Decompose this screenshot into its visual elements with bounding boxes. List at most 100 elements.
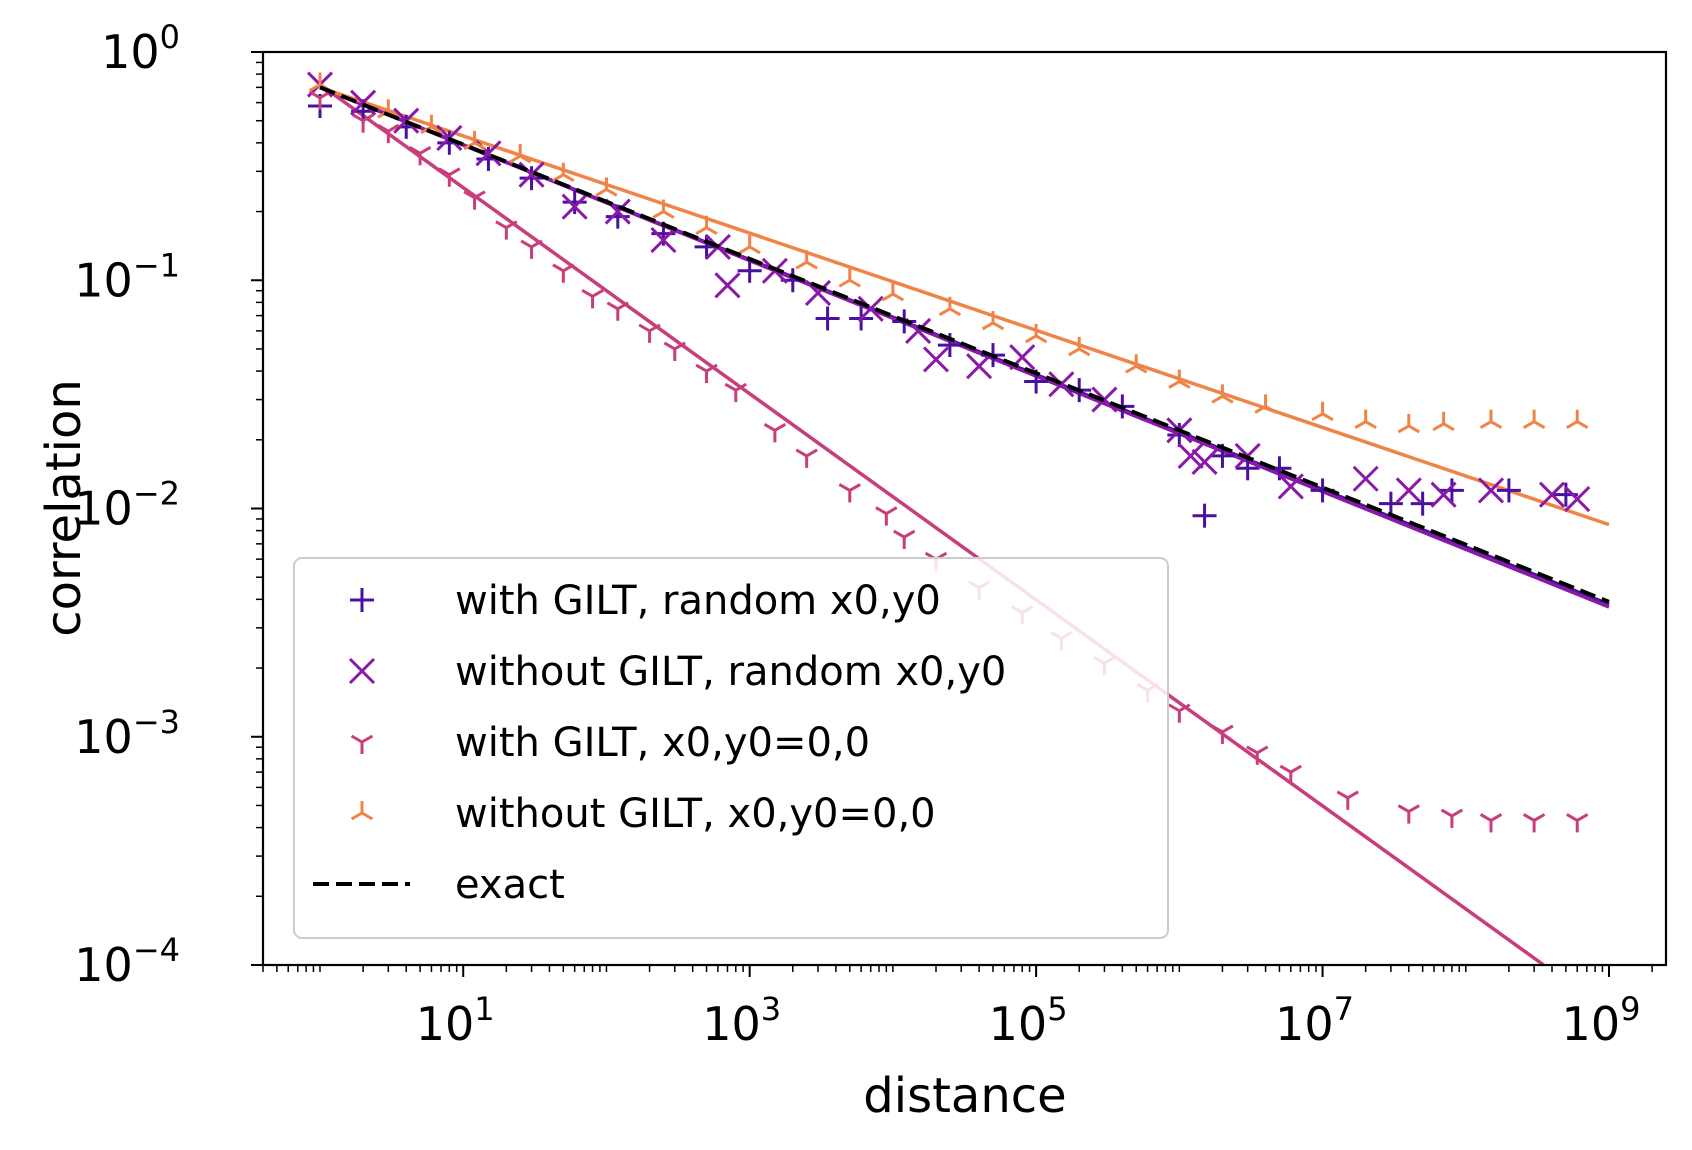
data-point-s3-21 <box>1311 401 1334 422</box>
data-point-s3-2 <box>420 114 443 135</box>
data-point-s0-7 <box>605 204 630 229</box>
data-point-s3-9 <box>738 234 761 255</box>
data-point-s2-29 <box>1279 764 1302 785</box>
data-point-s3-6 <box>595 177 618 197</box>
data-point-s0-28 <box>1439 478 1464 503</box>
data-point-s3-16 <box>1068 336 1091 357</box>
legend-label-2: with GILT, x0,y0=0,0 <box>455 720 870 766</box>
data-point-s2-4 <box>438 167 461 187</box>
data-point-s2-34 <box>1522 813 1546 833</box>
data-point-s2-11 <box>638 323 661 343</box>
data-point-s3-13 <box>938 296 962 317</box>
data-point-s1-19 <box>1091 386 1118 413</box>
data-point-s2-31 <box>1397 804 1420 824</box>
legend-handle-1 <box>348 657 376 685</box>
data-point-s3-15 <box>1024 323 1048 344</box>
fit-line-series-3 <box>319 85 1610 527</box>
data-point-s3-8 <box>695 215 718 235</box>
data-point-s2-10 <box>606 301 629 321</box>
data-point-s1-15 <box>922 346 950 373</box>
data-point-s2-27 <box>1211 724 1234 744</box>
data-point-s3-27 <box>1566 409 1589 430</box>
legend-handle-0 <box>350 588 374 612</box>
data-point-s1-25 <box>1352 465 1379 492</box>
series-layer <box>306 71 1610 967</box>
data-point-s3-18 <box>1168 369 1191 389</box>
legend-box <box>293 557 1169 939</box>
data-point-s2-13 <box>695 363 718 384</box>
data-point-s3-26 <box>1522 409 1546 430</box>
data-point-s2-12 <box>663 341 686 361</box>
exact-line <box>319 85 1610 604</box>
data-point-s1-1 <box>350 89 377 116</box>
x-tick-label-1: 103 <box>702 990 781 1051</box>
data-point-s3-7 <box>652 199 675 219</box>
data-point-s2-15 <box>763 423 787 443</box>
y-tick-label-3: 10−3 <box>74 703 180 764</box>
data-point-s0-12 <box>815 306 840 331</box>
data-point-s2-35 <box>1566 813 1589 833</box>
data-point-s3-17 <box>1125 354 1148 374</box>
y-tick-label-4: 10−4 <box>74 931 180 992</box>
data-point-s3-12 <box>881 282 905 302</box>
data-point-s2-16 <box>795 448 818 468</box>
data-point-s1-29 <box>1538 481 1566 508</box>
data-point-s0-21 <box>1192 503 1217 528</box>
fit-line-series-2 <box>318 83 1545 967</box>
data-point-s1-13 <box>857 295 884 322</box>
legend-label-0: with GILT, random x0,y0 <box>455 578 941 624</box>
data-point-s0-27 <box>1410 491 1435 516</box>
legend-handle-2 <box>350 734 374 754</box>
data-point-s1-28 <box>1477 477 1505 504</box>
data-point-s2-26 <box>1168 703 1191 723</box>
legend-label-1: without GILT, random x0,y0 <box>455 649 1006 695</box>
data-point-s3-22 <box>1354 409 1377 430</box>
y-tick-label-0: 100 <box>101 18 180 79</box>
data-point-s2-28 <box>1246 745 1269 765</box>
data-point-s2-32 <box>1440 808 1464 828</box>
data-point-s1-6 <box>561 193 588 220</box>
data-point-s1-24 <box>1277 473 1304 500</box>
data-point-s1-8 <box>650 226 677 254</box>
data-point-s3-20 <box>1254 394 1277 414</box>
data-point-s2-9 <box>581 289 604 309</box>
data-point-s2-8 <box>552 263 575 283</box>
data-point-s2-17 <box>838 483 861 503</box>
data-point-s1-30 <box>1564 485 1591 513</box>
data-point-s3-11 <box>838 268 861 288</box>
data-point-s0-5 <box>519 166 544 191</box>
data-point-s0-29 <box>1496 478 1521 503</box>
legend-label-3: without GILT, x0,y0=0,0 <box>455 791 936 837</box>
data-point-s0-26 <box>1378 491 1403 516</box>
y-axis-label: correlation <box>36 379 92 637</box>
data-point-s3-25 <box>1479 409 1503 430</box>
data-point-s3-4 <box>509 144 532 164</box>
legend-handle-3 <box>350 801 374 821</box>
x-tick-label-0: 101 <box>416 990 495 1051</box>
data-point-s2-18 <box>875 506 898 526</box>
data-point-s2-30 <box>1336 790 1359 810</box>
data-point-s1-26 <box>1395 477 1422 504</box>
legend-label-4: exact <box>455 862 565 908</box>
data-point-s2-6 <box>495 220 518 240</box>
data-point-s3-24 <box>1432 411 1455 432</box>
data-point-s1-10 <box>714 272 741 299</box>
x-axis-label: distance <box>863 1068 1066 1124</box>
x-tick-label-2: 105 <box>989 990 1068 1051</box>
data-point-s1-18 <box>1048 371 1075 398</box>
data-point-s2-19 <box>893 529 916 550</box>
data-point-s1-21 <box>1177 442 1204 469</box>
data-point-s2-3 <box>408 145 432 166</box>
data-point-s3-5 <box>552 162 575 183</box>
data-point-s2-1 <box>351 113 375 133</box>
data-point-s2-7 <box>520 239 543 259</box>
data-point-s3-19 <box>1211 384 1234 404</box>
data-point-s0-23 <box>1235 456 1260 481</box>
data-point-s1-27 <box>1430 481 1457 508</box>
data-point-s2-14 <box>724 382 747 403</box>
y-tick-label-1: 10−1 <box>74 246 180 307</box>
data-point-s3-10 <box>795 250 818 270</box>
data-point-s2-5 <box>463 190 486 210</box>
data-point-s1-12 <box>804 279 832 306</box>
